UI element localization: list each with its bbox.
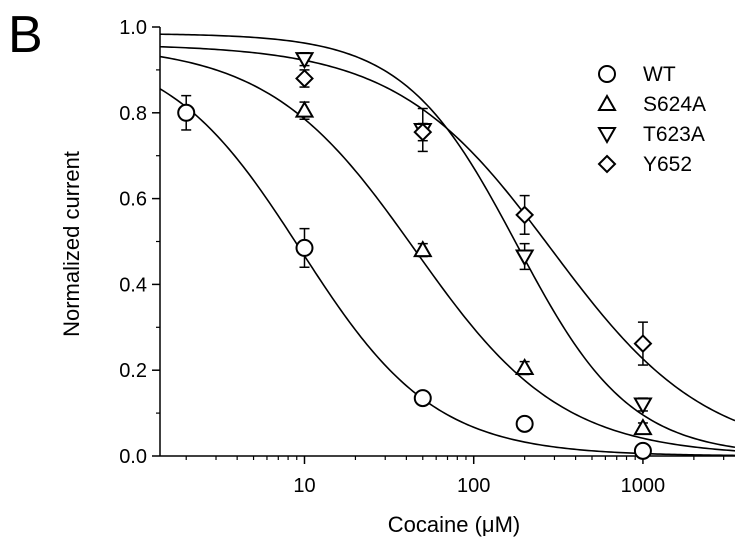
series-s624a [294, 100, 653, 436]
fit-curve-y652 [159, 45, 735, 422]
legend-label-wt: WT [643, 63, 676, 86]
y-tick-label: 0.0 [119, 446, 147, 468]
data-point-t623a [633, 397, 653, 415]
data-point-t623a [294, 52, 315, 70]
x-tick-label: 10 [293, 475, 315, 497]
fit-curves [159, 33, 735, 457]
data-point-s624a [294, 100, 315, 118]
legend-item-t623a: T623A [597, 123, 705, 146]
y-tick-label: 0.6 [119, 189, 147, 211]
x-axis-title: Cocaine (μM) [388, 512, 520, 537]
data-point-wt [295, 238, 314, 257]
legend: WT S624A T623A Y652 [597, 63, 706, 176]
legend-marker-t623a [597, 127, 617, 145]
y-tick-label: 1.0 [119, 17, 147, 39]
axes: 0.0 0.2 0.4 0.6 0.8 1.0 10 100 1000 [119, 17, 735, 497]
data-points [177, 51, 653, 460]
x-tick-label: 1000 [621, 475, 666, 497]
panel-label: B [8, 6, 43, 64]
legend-label-s624a: S624A [643, 93, 706, 116]
data-point-s624a [413, 240, 433, 258]
legend-marker-s624a [597, 93, 617, 111]
data-point-t623a [514, 249, 535, 267]
y-tick-label: 0.8 [119, 103, 147, 125]
series-y652 [295, 69, 653, 366]
y-axis-title: Normalized current [59, 151, 84, 337]
legend-label-y652: Y652 [643, 153, 692, 176]
legend-item-y652: Y652 [597, 153, 692, 176]
data-point-y652 [515, 205, 535, 225]
legend-item-wt: WT [598, 63, 676, 86]
data-point-wt [177, 103, 196, 122]
data-point-y652 [295, 69, 314, 88]
legend-item-s624a: S624A [597, 93, 706, 116]
legend-label-t623a: T623A [643, 123, 705, 146]
x-tick-label: 100 [457, 475, 490, 497]
data-point-y652 [633, 334, 653, 354]
legend-marker-y652 [597, 154, 617, 174]
data-point-wt [413, 389, 432, 408]
data-point-wt [515, 414, 534, 433]
legend-marker-wt [598, 65, 616, 83]
y-tick-label: 0.2 [119, 360, 147, 382]
series-t623a [294, 51, 653, 415]
data-point-s624a [514, 358, 535, 376]
data-point-y652 [413, 122, 433, 142]
y-tick-label: 0.4 [119, 274, 147, 296]
series-wt [177, 94, 652, 460]
data-point-wt [633, 441, 652, 460]
data-point-s624a [633, 418, 653, 436]
fit-curve-s624a [159, 55, 735, 452]
